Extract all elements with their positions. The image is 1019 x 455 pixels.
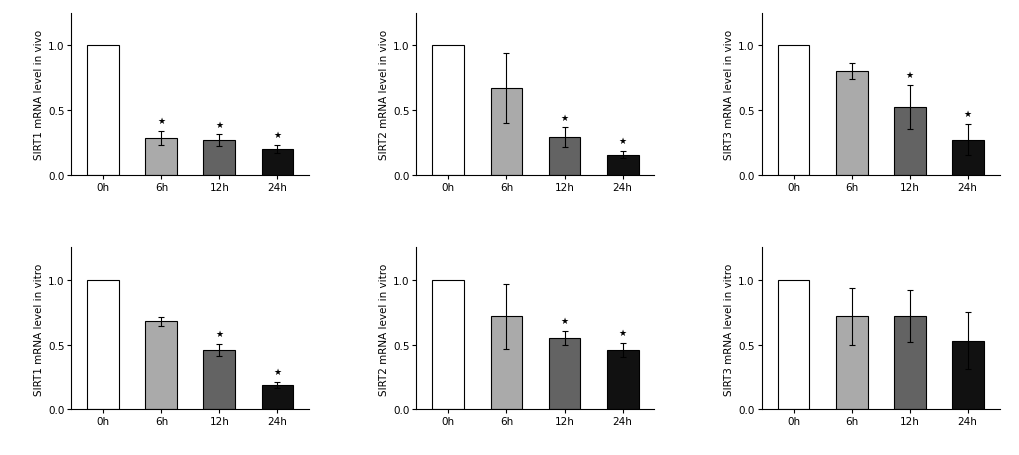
Text: ★: ★ [215,329,223,339]
Bar [548,138,580,175]
Bar [951,341,982,410]
Bar [606,350,638,410]
Text: ★: ★ [273,131,281,140]
Bar [606,155,638,175]
Bar [490,89,522,175]
Bar [776,280,809,410]
Text: ★: ★ [157,117,165,126]
Bar [261,385,293,410]
Text: ★: ★ [273,367,281,376]
Text: ★: ★ [618,328,626,337]
Bar [835,316,867,410]
Bar [146,322,177,410]
Text: ★: ★ [963,110,971,119]
Bar [951,140,982,175]
Text: ★: ★ [559,113,568,122]
Bar [835,72,867,175]
Y-axis label: SIRT1 mRNA level in vitro: SIRT1 mRNA level in vitro [34,263,44,394]
Y-axis label: SIRT3 mRNA level in vitro: SIRT3 mRNA level in vitro [723,263,734,394]
Bar [432,46,464,175]
Bar [88,46,119,175]
Text: ★: ★ [905,71,913,80]
Text: ★: ★ [618,136,626,146]
Bar [893,108,924,175]
Y-axis label: SIRT1 mRNA level in vivo: SIRT1 mRNA level in vivo [34,30,44,159]
Bar [893,316,924,410]
Y-axis label: SIRT2 mRNA level in vitro: SIRT2 mRNA level in vitro [378,263,388,394]
Bar [490,316,522,410]
Text: ★: ★ [215,121,223,129]
Bar [203,350,235,410]
Y-axis label: SIRT2 mRNA level in vivo: SIRT2 mRNA level in vivo [378,30,388,159]
Y-axis label: SIRT3 mRNA level in vivo: SIRT3 mRNA level in vivo [723,30,734,159]
Bar [548,339,580,410]
Bar [776,46,809,175]
Bar [203,141,235,175]
Bar [261,149,293,175]
Text: ★: ★ [559,317,568,325]
Bar [88,280,119,410]
Bar [146,139,177,175]
Bar [432,280,464,410]
